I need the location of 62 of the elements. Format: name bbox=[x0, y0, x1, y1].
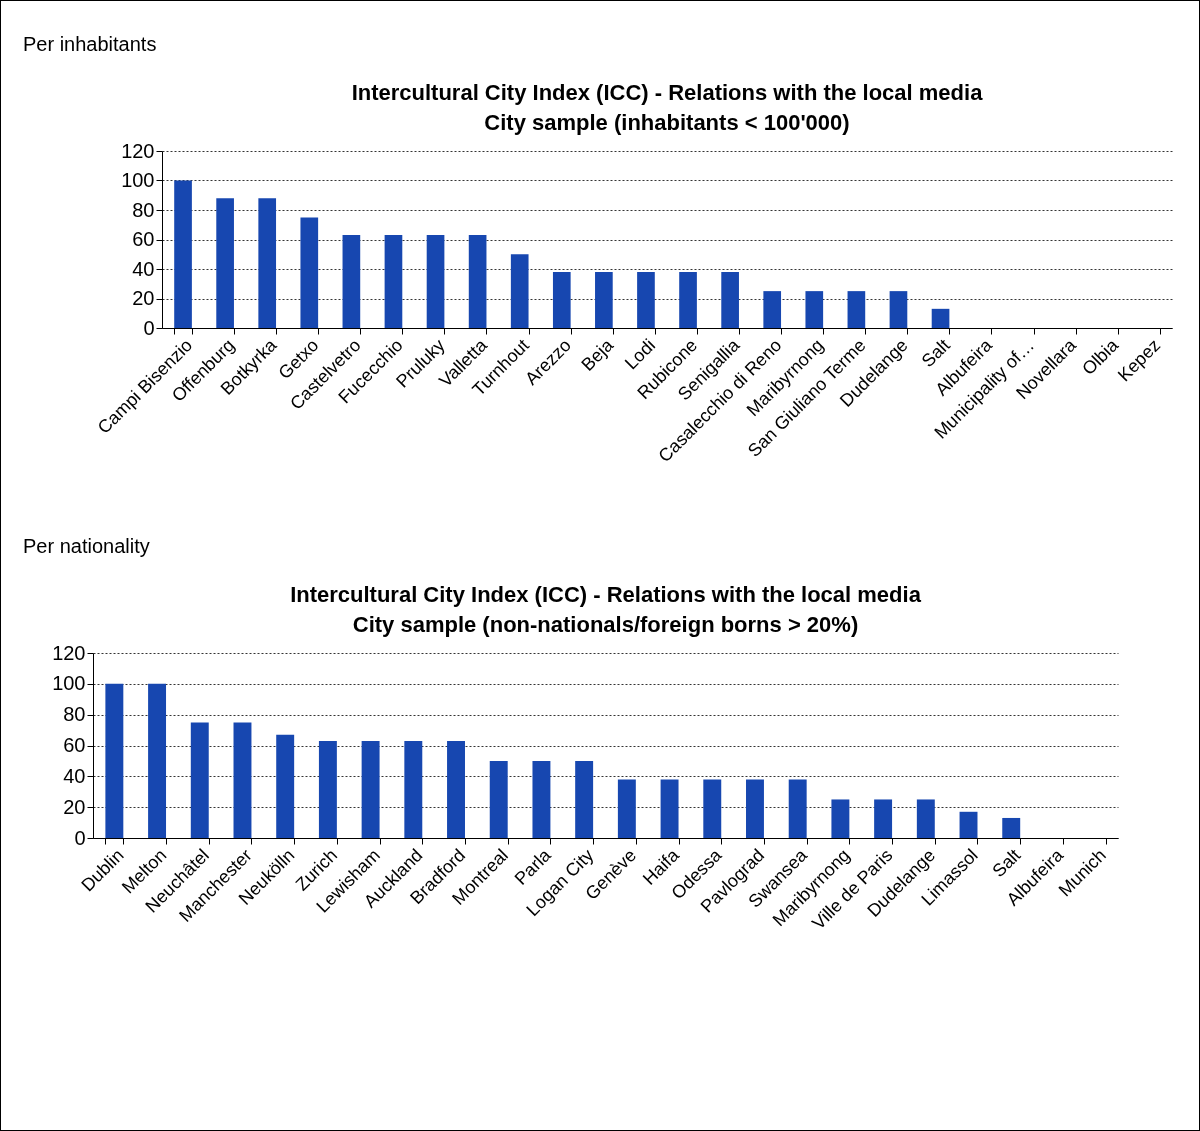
bar bbox=[575, 760, 594, 838]
bar bbox=[660, 779, 679, 838]
bar bbox=[148, 683, 167, 838]
y-tick-label: 80 bbox=[63, 703, 86, 726]
y-tick-label: 60 bbox=[132, 228, 155, 250]
y-tick-label: 120 bbox=[52, 641, 86, 664]
bar bbox=[447, 740, 465, 838]
bar bbox=[276, 734, 295, 838]
bar bbox=[510, 254, 529, 328]
y-tick-label: 20 bbox=[63, 795, 86, 818]
text: Per nationality bbox=[22, 534, 151, 559]
bar bbox=[637, 271, 655, 328]
text: City sample (inhabitants < 100'000) bbox=[484, 110, 850, 135]
bar bbox=[805, 291, 824, 328]
y-tick-label: 100 bbox=[121, 169, 155, 191]
x-tick-label: Beja bbox=[577, 334, 618, 375]
text: City sample (non-nationals/foreign borns > 20%) bbox=[352, 612, 859, 637]
bar bbox=[746, 779, 764, 838]
y-tick-label: 120 bbox=[121, 139, 155, 162]
bar bbox=[617, 779, 636, 838]
bar bbox=[679, 271, 697, 328]
bar bbox=[532, 760, 551, 838]
bar bbox=[788, 779, 807, 838]
bar bbox=[931, 308, 950, 328]
y-tick-label: 0 bbox=[143, 316, 155, 339]
text: Intercultural City Index (ICC) - Relations with the local media bbox=[351, 80, 983, 105]
bar bbox=[831, 799, 850, 838]
bar bbox=[703, 779, 722, 838]
bar bbox=[300, 217, 319, 328]
text: Intercultural City Index (ICC) - Relations with the local media bbox=[290, 582, 921, 607]
y-tick-label: 20 bbox=[132, 287, 155, 309]
bar bbox=[216, 198, 234, 328]
bar bbox=[426, 235, 445, 328]
bar bbox=[1002, 817, 1021, 838]
bar bbox=[889, 291, 908, 328]
bar bbox=[552, 271, 571, 328]
bar bbox=[404, 740, 423, 838]
bar bbox=[190, 722, 209, 838]
bar bbox=[318, 740, 337, 838]
bar bbox=[342, 235, 361, 328]
bar bbox=[916, 799, 935, 838]
y-tick-label: 80 bbox=[132, 198, 155, 221]
y-tick-label: 40 bbox=[132, 257, 155, 280]
y-tick-label: 40 bbox=[63, 764, 86, 787]
bar bbox=[468, 235, 487, 328]
y-tick-label: 0 bbox=[74, 826, 86, 849]
bar bbox=[721, 271, 739, 328]
bar bbox=[233, 722, 252, 838]
bar bbox=[105, 683, 124, 838]
bar bbox=[489, 760, 508, 838]
bar bbox=[763, 291, 782, 328]
bar bbox=[959, 811, 978, 838]
text: Per inhabitants bbox=[22, 32, 158, 57]
bar bbox=[847, 291, 866, 328]
bar bbox=[384, 235, 403, 328]
bar bbox=[595, 271, 613, 328]
y-tick-label: 60 bbox=[63, 734, 86, 756]
bar bbox=[874, 799, 893, 838]
y-tick-label: 100 bbox=[52, 672, 86, 695]
bar bbox=[258, 198, 277, 328]
bar bbox=[174, 180, 192, 328]
bar bbox=[361, 740, 380, 838]
